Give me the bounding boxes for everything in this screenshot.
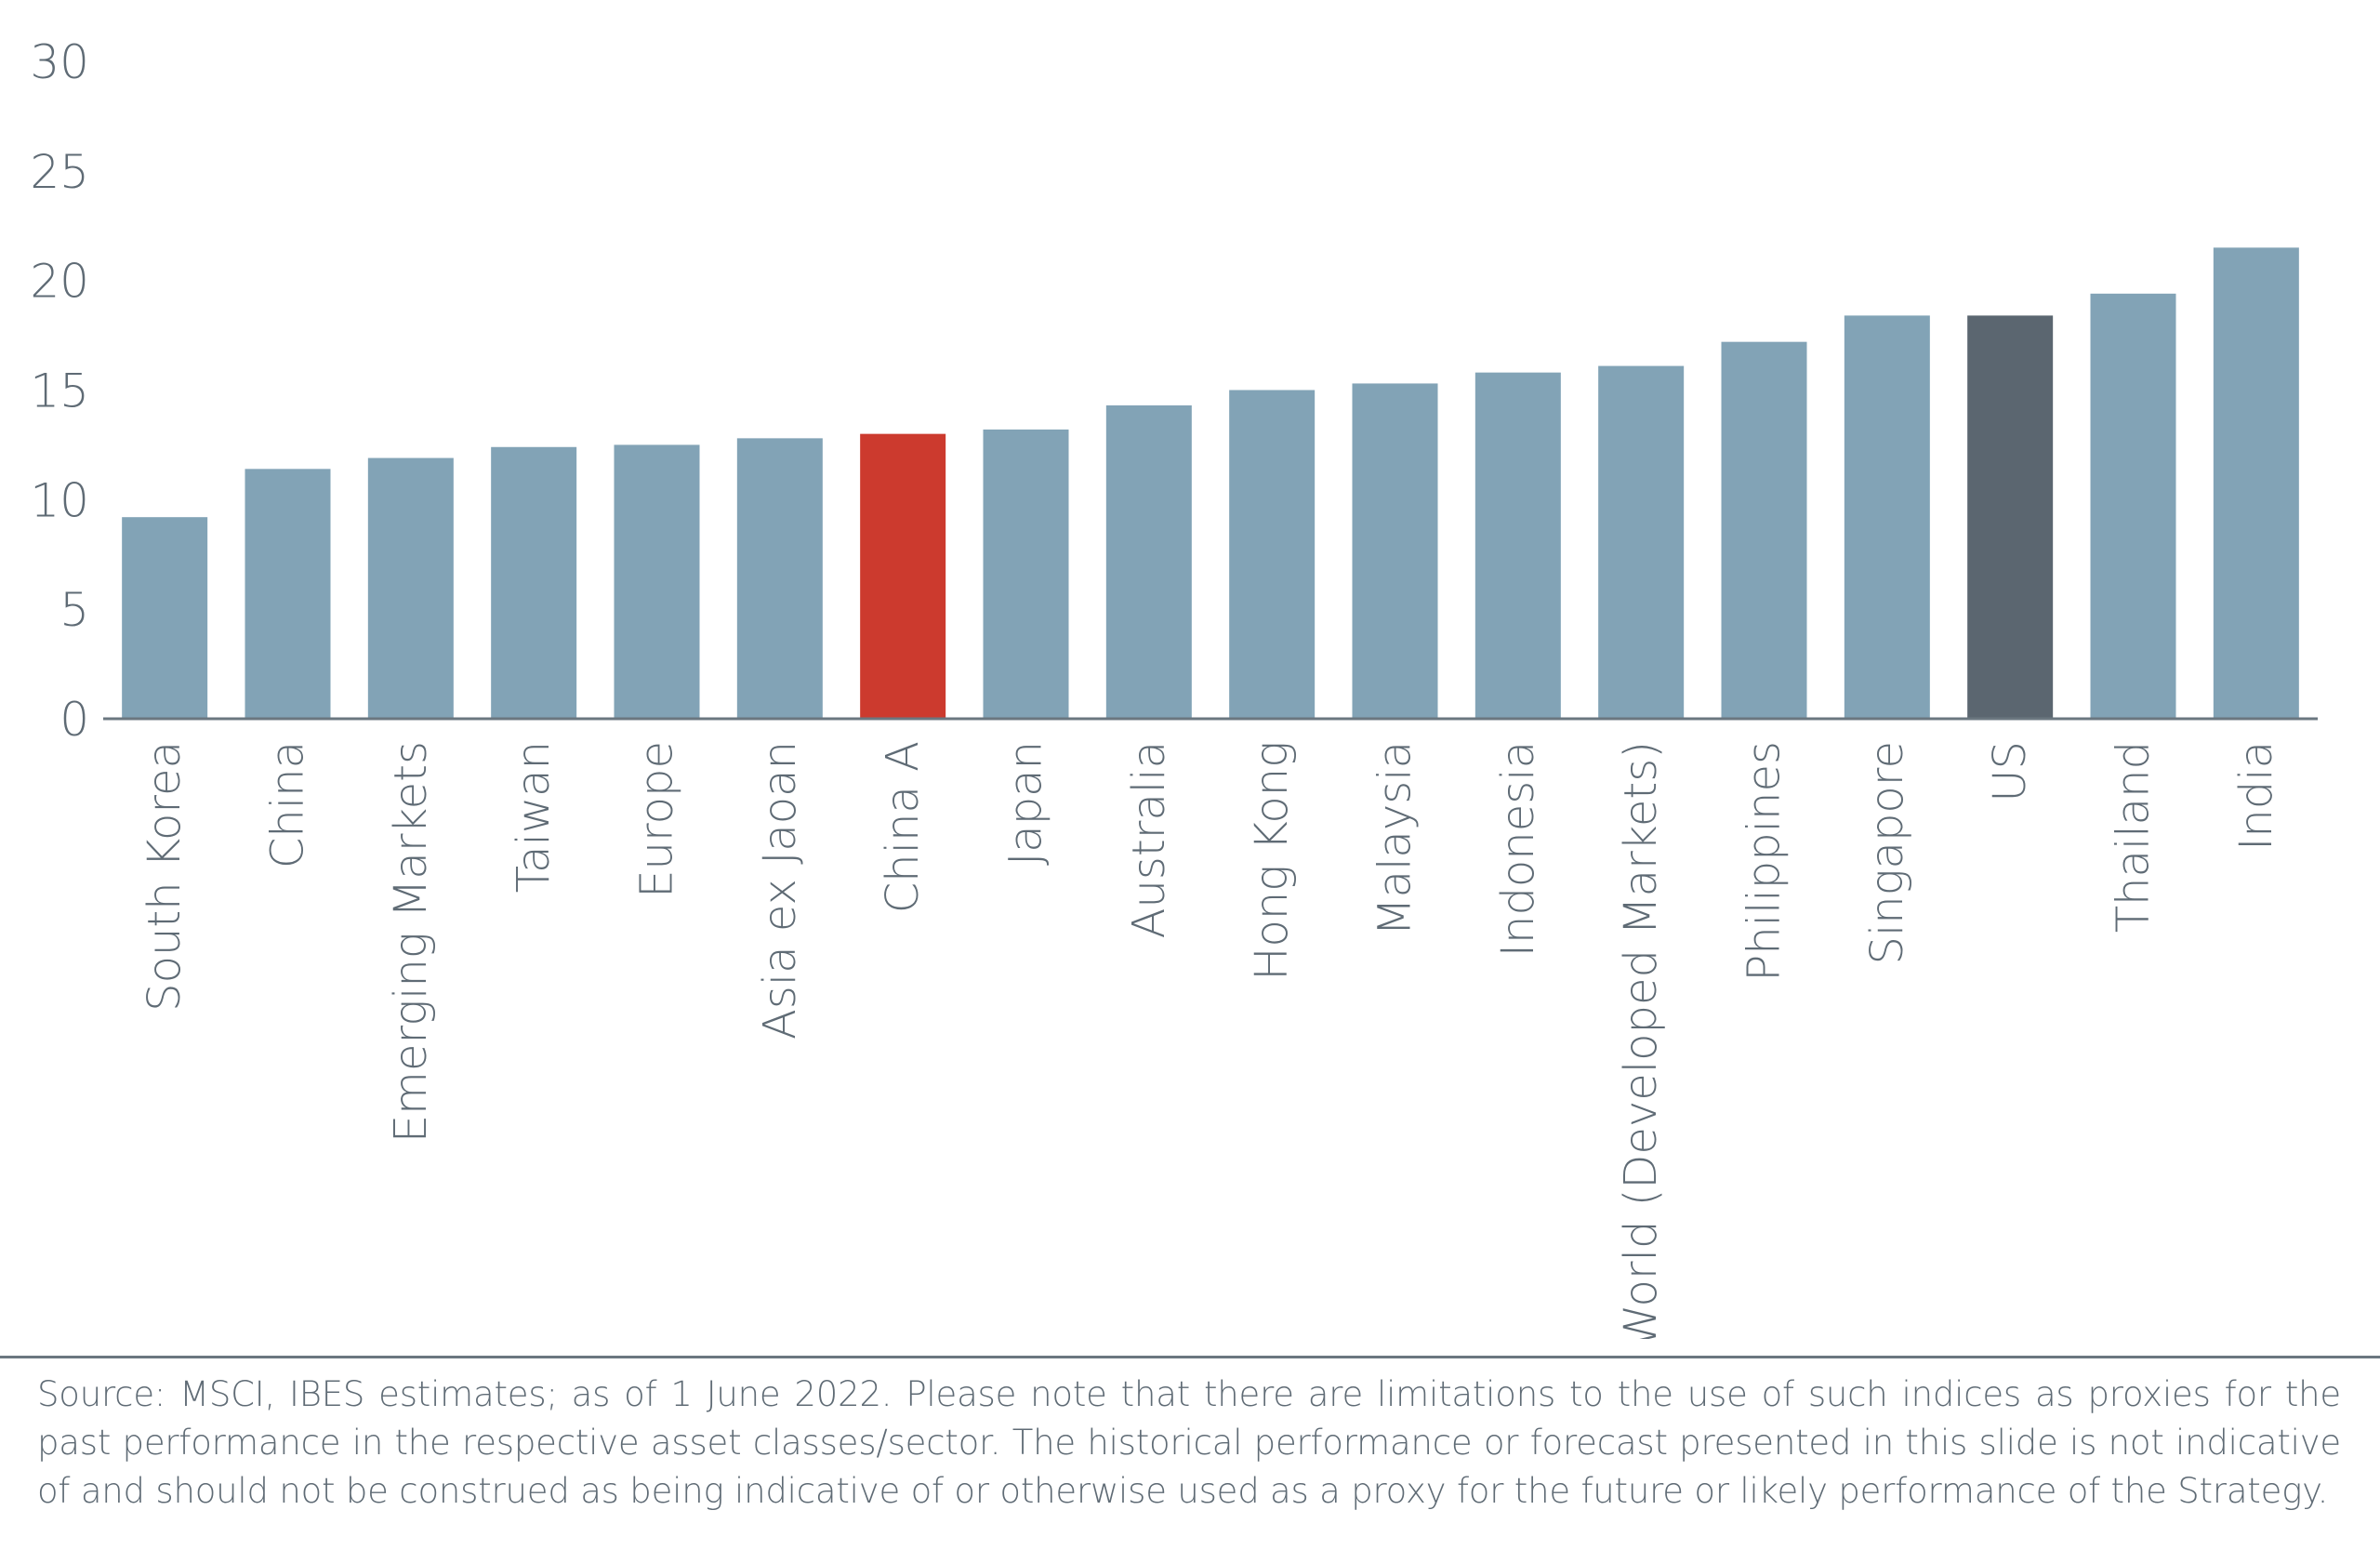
bar-australia bbox=[1105, 404, 1192, 719]
category-label: India bbox=[2230, 741, 2282, 851]
category-label: Australia bbox=[1123, 741, 1175, 938]
bar-india bbox=[2213, 247, 2299, 719]
bar-world-developed-markets bbox=[1598, 365, 1685, 719]
bar-europe bbox=[614, 444, 700, 719]
source-footnote: Source: MSCI, IBES estimates; as of 1 Ju… bbox=[37, 1374, 2341, 1511]
category-label: China A bbox=[877, 741, 929, 913]
bars bbox=[122, 247, 2299, 719]
bar-taiwan bbox=[491, 446, 577, 719]
category-label: Hong Kong bbox=[1246, 741, 1298, 981]
category-label: World (Developed Markets) bbox=[1615, 741, 1667, 1339]
footnote-divider bbox=[0, 1356, 2380, 1358]
category-label: China bbox=[262, 741, 314, 868]
y-axis-ticks: 0 5 10 15 20 25 30 bbox=[30, 35, 89, 747]
y-tick-label: 25 bbox=[30, 145, 89, 199]
category-label: Asia ex Jaoan bbox=[754, 741, 806, 1040]
y-tick-label: 10 bbox=[30, 473, 89, 527]
category-label: Thailand bbox=[2108, 741, 2160, 933]
category-label: Philippines bbox=[1739, 741, 1791, 982]
bar-us bbox=[1967, 315, 2054, 719]
category-label: South Korea bbox=[139, 741, 191, 1012]
bar-china bbox=[245, 469, 331, 719]
category-label: Indonesia bbox=[1492, 741, 1544, 957]
category-label: US bbox=[1984, 741, 2036, 802]
bar-chart: 0 5 10 15 20 25 30 South Korea China Emerging Ma… bbox=[30, 35, 2318, 1339]
bar-hong-kong bbox=[1229, 390, 1316, 719]
bar-thailand bbox=[2090, 293, 2176, 719]
y-tick-label: 20 bbox=[30, 255, 89, 309]
bar-indonesia bbox=[1474, 372, 1561, 719]
y-tick-label: 5 bbox=[60, 583, 89, 637]
y-tick-label: 15 bbox=[30, 364, 89, 418]
y-tick-label: 0 bbox=[60, 693, 89, 747]
y-tick-label: 30 bbox=[30, 35, 89, 89]
category-label: Singapore bbox=[1861, 741, 1913, 965]
bar-asia-ex-jaoan bbox=[736, 438, 823, 719]
bar-emerging-markets bbox=[367, 457, 454, 719]
category-label: Emerging Markets bbox=[385, 741, 437, 1143]
bar-philippines bbox=[1721, 341, 1807, 719]
category-label: Malaysia bbox=[1369, 741, 1421, 936]
bar-singapore bbox=[1844, 315, 1930, 719]
category-label: Europe bbox=[631, 741, 683, 898]
bar-south-korea bbox=[122, 517, 208, 719]
category-labels: South Korea China Emerging Markets Taiwan Eu… bbox=[139, 741, 2282, 1339]
category-label: Taiwan bbox=[508, 741, 560, 893]
category-label: Japan bbox=[1000, 741, 1052, 866]
bar-china-a bbox=[860, 433, 946, 719]
bar-malaysia bbox=[1352, 383, 1438, 719]
bar-japan bbox=[983, 429, 1069, 719]
